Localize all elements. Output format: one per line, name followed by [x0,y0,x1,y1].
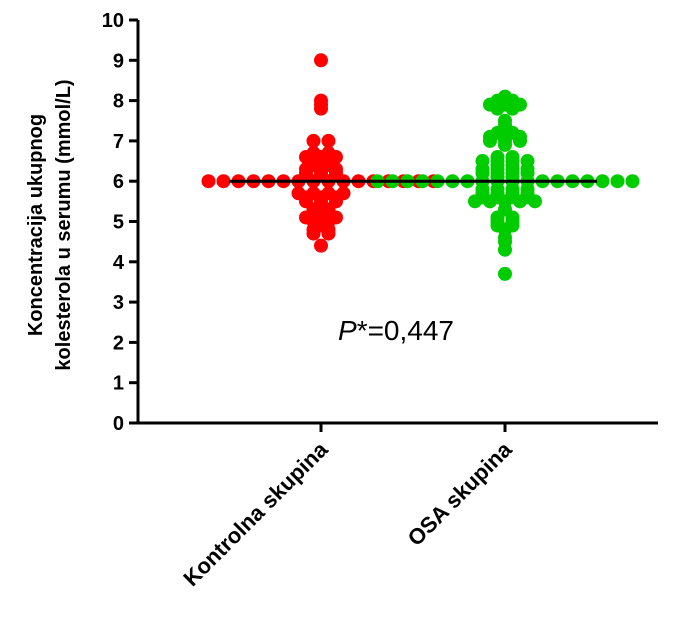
x-axis-ticks: Kontrolna skupina OSA skupina [178,423,517,591]
data-point [314,206,328,221]
data-point [513,133,527,148]
data-point [498,242,512,257]
data-point [329,190,343,205]
y-tick-label: 8 [113,91,124,113]
y-tick-label: 9 [113,50,124,72]
y-axis-title: Koncentracija ukupnog kolesterola u seru… [25,79,75,370]
data-point [314,154,328,169]
data-point [595,174,610,189]
data-point [483,133,497,148]
data-point [314,93,328,108]
y-tick-label: 7 [113,131,124,153]
data-point [306,222,321,237]
y-tick-label: 3 [113,292,124,314]
p-value-text: *=0,447 [357,315,454,346]
data-points [201,53,640,281]
y-tick-label: 1 [113,373,124,395]
x-tick-label: OSA skupina [403,436,517,550]
data-point [201,174,216,189]
data-point [483,194,497,209]
data-point [498,113,512,128]
y-tick-label: 10 [102,10,124,32]
data-point [498,266,512,281]
data-point [216,174,231,189]
data-point [610,174,625,189]
y-tick-label: 6 [113,171,124,193]
y-tick-label: 4 [113,252,125,274]
p-value-annotation: P*=0,447 [338,315,454,346]
data-point [505,101,520,116]
data-point [321,133,336,148]
data-point [468,194,482,209]
data-point [314,190,328,205]
axes [136,20,658,425]
data-point [314,53,328,68]
p-value-italic: P [338,315,357,346]
y-axis-title-line-1: Koncentracija ukupnog [25,114,47,336]
data-point [498,89,512,104]
data-point [306,133,321,148]
data-point [314,238,328,253]
x-tick-label: Kontrolna skupina [178,436,333,591]
y-tick-label: 0 [113,413,124,435]
y-tick-label: 5 [113,212,124,234]
y-axis-ticks: 0 1 2 3 4 5 6 7 8 9 10 [102,10,138,435]
data-point [490,101,505,116]
data-point [321,222,336,237]
data-point [625,174,640,189]
data-point [498,137,512,152]
data-point [299,190,313,205]
data-point [513,194,527,209]
data-point [528,194,542,209]
y-tick-label: 2 [113,332,124,354]
y-axis-title-line-2: kolesterola u serumu (mmol/L) [53,79,75,370]
